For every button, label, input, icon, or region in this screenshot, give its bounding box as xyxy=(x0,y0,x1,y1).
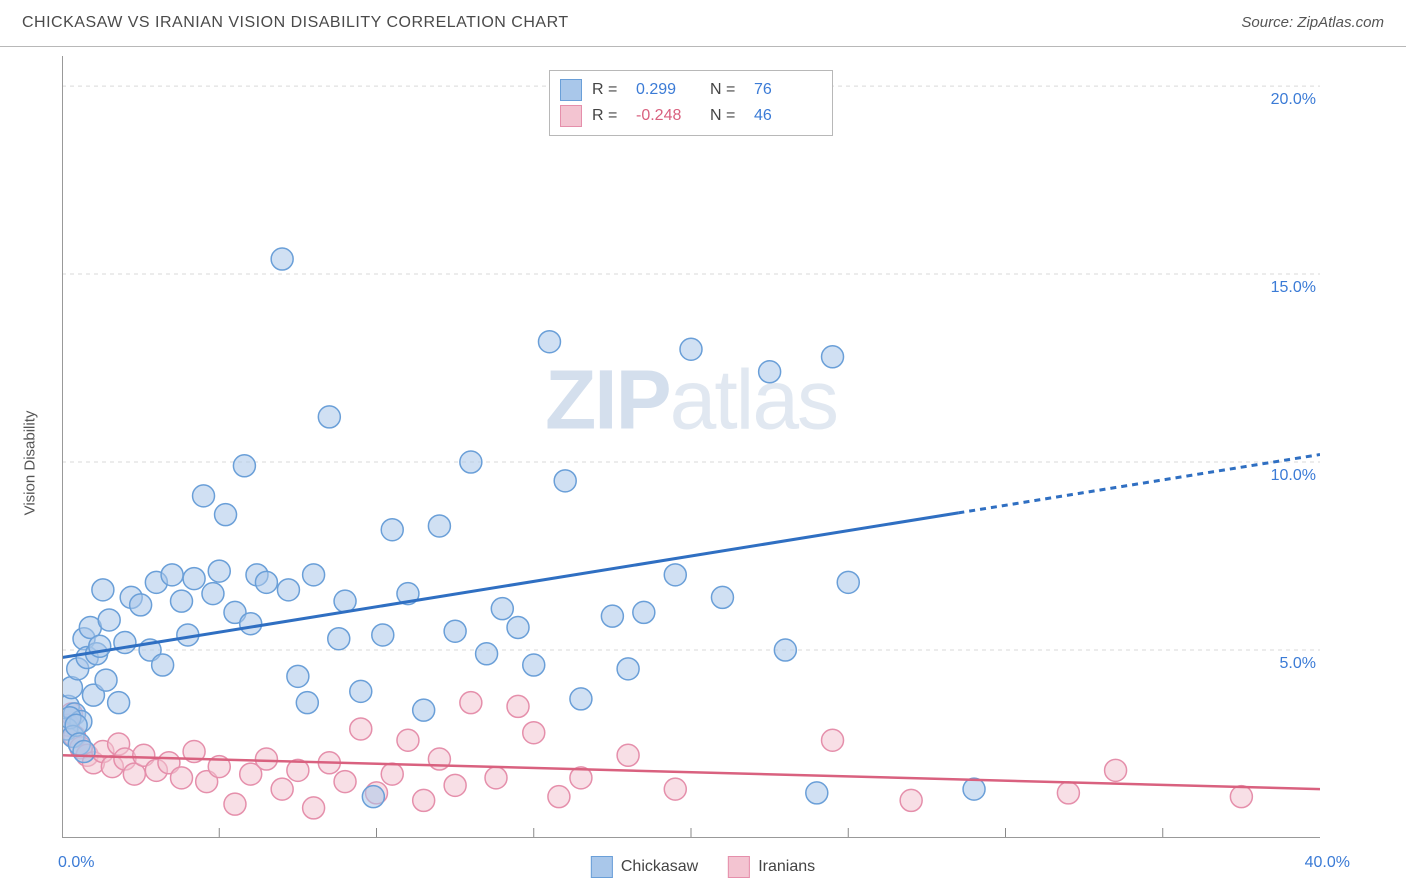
legend-row-iranians: R = -0.248 N = 46 xyxy=(560,103,818,129)
source-attribution: Source: ZipAtlas.com xyxy=(1241,14,1384,31)
n-value-iranians: 46 xyxy=(754,103,818,129)
legend-item-chickasaw: Chickasaw xyxy=(591,856,698,878)
n-label: N = xyxy=(710,103,744,129)
x-axis-line xyxy=(62,837,1320,838)
y-axis-label: Vision Disability xyxy=(22,411,39,516)
scatter-svg: 5.0% 10.0% 15.0% 20.0% xyxy=(62,56,1320,838)
series-name-chickasaw: Chickasaw xyxy=(621,858,698,876)
plot-area: 5.0%10.0%15.0%20.0% ZIPatlas R = 0.299 N… xyxy=(62,56,1320,838)
legend-swatch-chickasaw xyxy=(591,856,613,878)
chart-title: CHICKASAW VS IRANIAN VISION DISABILITY C… xyxy=(22,14,1384,32)
source-name: ZipAtlas.com xyxy=(1297,14,1384,31)
chart-header: CHICKASAW VS IRANIAN VISION DISABILITY C… xyxy=(0,0,1406,48)
n-label: N = xyxy=(710,77,744,103)
svg-text:15.0%: 15.0% xyxy=(1271,279,1316,296)
r-label: R = xyxy=(592,103,626,129)
swatch-chickasaw xyxy=(560,79,582,101)
swatch-iranians xyxy=(560,105,582,127)
x-max-label: 40.0% xyxy=(1305,854,1350,872)
r-value-chickasaw: 0.299 xyxy=(636,77,700,103)
r-value-iranians: -0.248 xyxy=(636,103,700,129)
legend-row-chickasaw: R = 0.299 N = 76 xyxy=(560,77,818,103)
chart-container: Vision Disability 5.0%10.0%15.0%20.0% ZI… xyxy=(18,46,1388,880)
x-origin-label: 0.0% xyxy=(58,854,94,872)
y-axis-line xyxy=(62,56,63,838)
source-prefix: Source: xyxy=(1241,14,1297,31)
legend-item-iranians: Iranians xyxy=(728,856,815,878)
series-legend: Chickasaw Iranians xyxy=(591,856,815,878)
n-value-chickasaw: 76 xyxy=(754,77,818,103)
correlation-legend: R = 0.299 N = 76 R = -0.248 N = 46 xyxy=(549,70,833,136)
svg-text:20.0%: 20.0% xyxy=(1271,91,1316,108)
legend-swatch-iranians xyxy=(728,856,750,878)
svg-text:10.0%: 10.0% xyxy=(1271,467,1316,484)
svg-text:5.0%: 5.0% xyxy=(1280,655,1316,672)
series-name-iranians: Iranians xyxy=(758,858,815,876)
r-label: R = xyxy=(592,77,626,103)
